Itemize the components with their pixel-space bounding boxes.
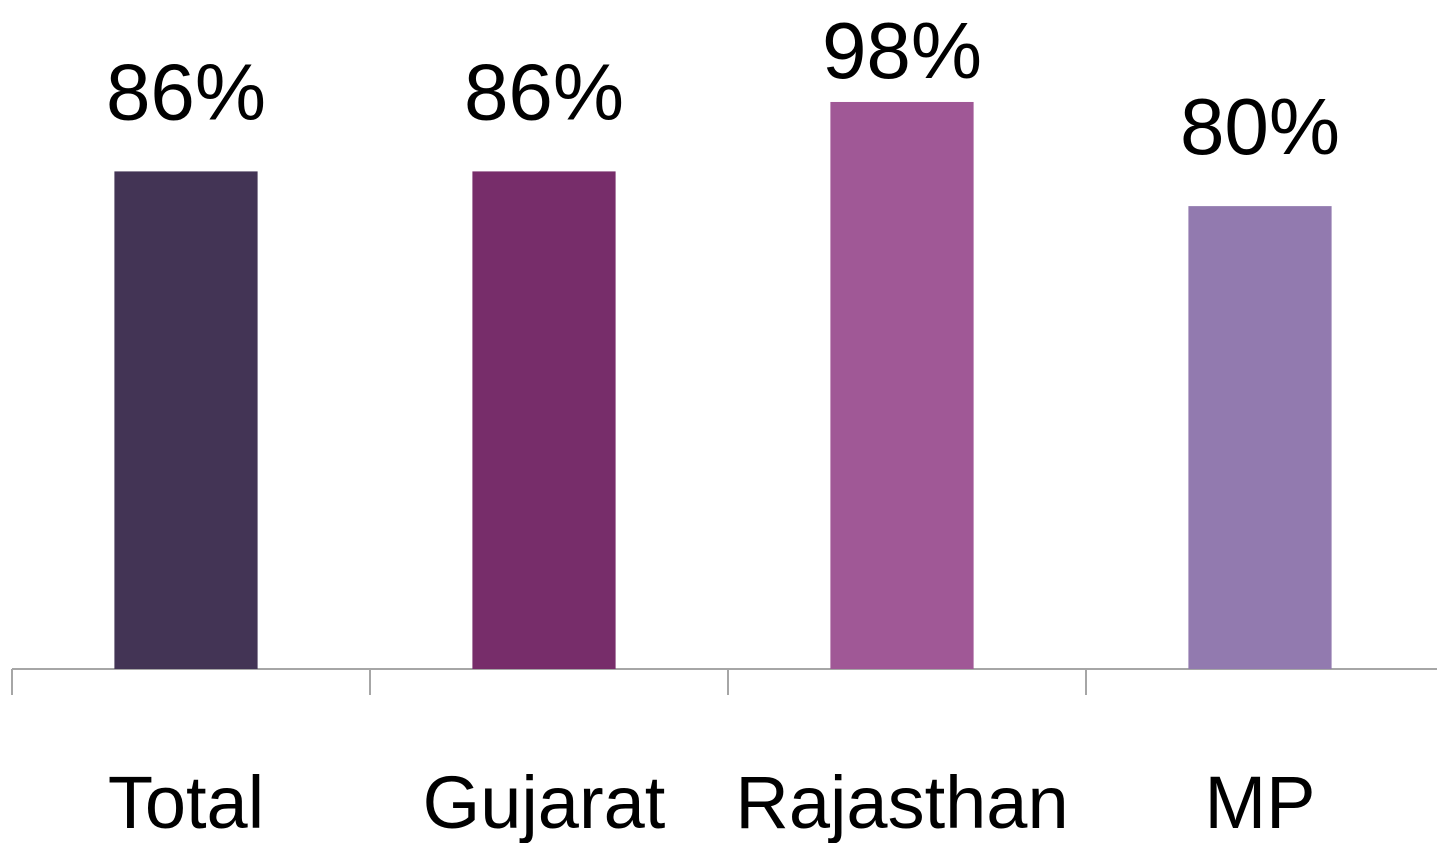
value-label: 80% — [1180, 82, 1340, 171]
x-tick-label: Total — [108, 761, 264, 843]
bar — [114, 171, 258, 670]
bar — [1188, 206, 1332, 669]
x-tick-label: Rajasthan — [735, 761, 1068, 843]
value-label: 98% — [822, 6, 982, 95]
value-label: 86% — [106, 47, 266, 136]
value-label: 86% — [464, 47, 624, 136]
x-tick-label: MP — [1205, 761, 1316, 843]
x-tick-label: Gujarat — [423, 761, 666, 843]
bar — [472, 171, 616, 670]
bar — [830, 101, 974, 670]
